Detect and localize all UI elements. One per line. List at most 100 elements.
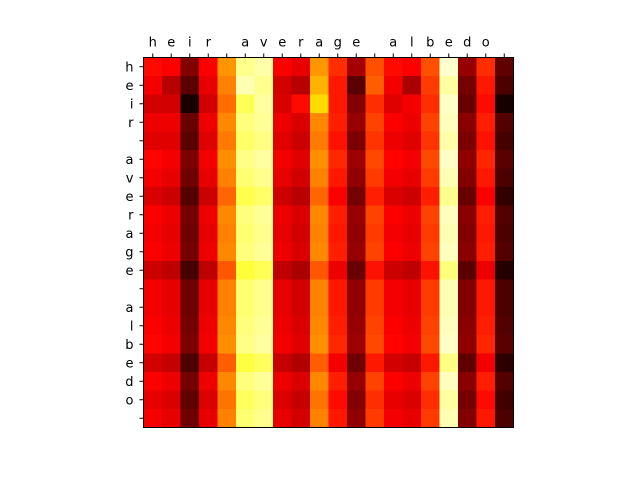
heatmap-cell — [291, 187, 311, 206]
heatmap-cell — [421, 279, 440, 299]
y-tick-label: h — [125, 60, 133, 75]
y-tick-label: o — [126, 393, 134, 408]
heatmap-cell — [236, 150, 255, 169]
heatmap-cell — [143, 168, 163, 188]
heatmap-cell — [162, 335, 181, 354]
heatmap-cell — [162, 316, 181, 336]
heatmap-cell — [384, 261, 403, 280]
heatmap-cell — [421, 150, 440, 169]
heatmap-cell — [254, 205, 274, 225]
heatmap-cell — [199, 187, 218, 206]
heatmap-cell — [421, 335, 440, 354]
heatmap-cell — [439, 242, 459, 262]
heatmap-cell — [458, 168, 477, 188]
heatmap-cell — [180, 168, 200, 188]
heatmap-cell — [162, 298, 181, 317]
heatmap-cell — [458, 335, 477, 354]
heatmap-cell — [495, 242, 514, 262]
heatmap-cell — [365, 150, 385, 169]
heatmap-cell — [273, 94, 292, 114]
heatmap-cell — [347, 205, 366, 225]
heatmap-cell — [291, 113, 311, 132]
heatmap-cell — [402, 390, 422, 410]
heatmap-cell — [439, 279, 459, 299]
heatmap-cell — [310, 168, 329, 188]
heatmap-cell — [291, 57, 311, 77]
heatmap-cell — [217, 261, 237, 280]
heatmap-cell — [291, 372, 311, 391]
heatmap-cell — [162, 279, 181, 299]
heatmap-cell — [458, 57, 477, 77]
x-tick-label: r — [298, 36, 304, 51]
heatmap-cell — [273, 261, 292, 280]
heatmap-cell — [199, 390, 218, 410]
heatmap-cell — [143, 131, 163, 151]
heatmap-cell — [180, 150, 200, 169]
y-tick-label: i — [130, 97, 134, 112]
heatmap-cell — [458, 298, 477, 317]
heatmap-cell — [458, 409, 477, 428]
heatmap-cell — [347, 316, 366, 336]
heatmap-cell — [162, 390, 181, 410]
heatmap-cell — [199, 372, 218, 391]
heatmap-cell — [347, 131, 366, 151]
heatmap-cell — [421, 316, 440, 336]
heatmap-cell — [458, 205, 477, 225]
heatmap-cell — [310, 335, 329, 354]
heatmap-cell — [143, 113, 163, 132]
heatmap-cell — [310, 205, 329, 225]
heatmap-cell — [421, 113, 440, 132]
heatmap-cells — [143, 57, 514, 428]
heatmap-cell — [495, 94, 514, 114]
heatmap-cell — [217, 94, 237, 114]
heatmap-cell — [273, 316, 292, 336]
heatmap-cell — [458, 390, 477, 410]
heatmap-cell — [328, 242, 348, 262]
heatmap-cell — [495, 168, 514, 188]
heatmap-cell — [439, 131, 459, 151]
heatmap-cell — [347, 224, 366, 243]
heatmap-cell — [328, 261, 348, 280]
heatmap-cell — [439, 298, 459, 317]
heatmap-cell — [495, 187, 514, 206]
heatmap-cell — [384, 187, 403, 206]
heatmap-cell — [495, 353, 514, 373]
heatmap-cell — [402, 150, 422, 169]
heatmap-cell — [347, 76, 366, 95]
heatmap-cell — [384, 76, 403, 95]
heatmap-cell — [199, 224, 218, 243]
heatmap-cell — [254, 131, 274, 151]
x-tick-label: e — [278, 36, 286, 51]
heatmap-cell — [310, 372, 329, 391]
heatmap-cell — [310, 390, 329, 410]
heatmap-cell — [458, 242, 477, 262]
heatmap-cell — [310, 131, 329, 151]
heatmap-cell — [217, 409, 237, 428]
heatmap-cell — [180, 76, 200, 95]
heatmap-cell — [402, 242, 422, 262]
heatmap-cell — [143, 353, 163, 373]
heatmap-cell — [365, 113, 385, 132]
heatmap-cell — [328, 168, 348, 188]
heatmap-cell — [365, 205, 385, 225]
heatmap-cell — [217, 298, 237, 317]
heatmap-cell — [476, 224, 496, 243]
x-tick-label: a — [241, 36, 249, 51]
heatmap-cell — [273, 187, 292, 206]
heatmap-cell — [310, 57, 329, 77]
heatmap-cell — [476, 187, 496, 206]
heatmap-cell — [273, 224, 292, 243]
heatmap-cell — [347, 168, 366, 188]
heatmap-cell — [180, 409, 200, 428]
heatmap-cell — [236, 113, 255, 132]
y-tick-label: e — [126, 79, 134, 94]
x-tick-label: e — [352, 36, 360, 51]
heatmap-cell — [439, 224, 459, 243]
heatmap-cell — [236, 409, 255, 428]
heatmap-cell — [217, 187, 237, 206]
heatmap-cell — [402, 409, 422, 428]
heatmap-cell — [310, 409, 329, 428]
heatmap-cell — [254, 224, 274, 243]
y-tick-label: e — [126, 264, 134, 279]
